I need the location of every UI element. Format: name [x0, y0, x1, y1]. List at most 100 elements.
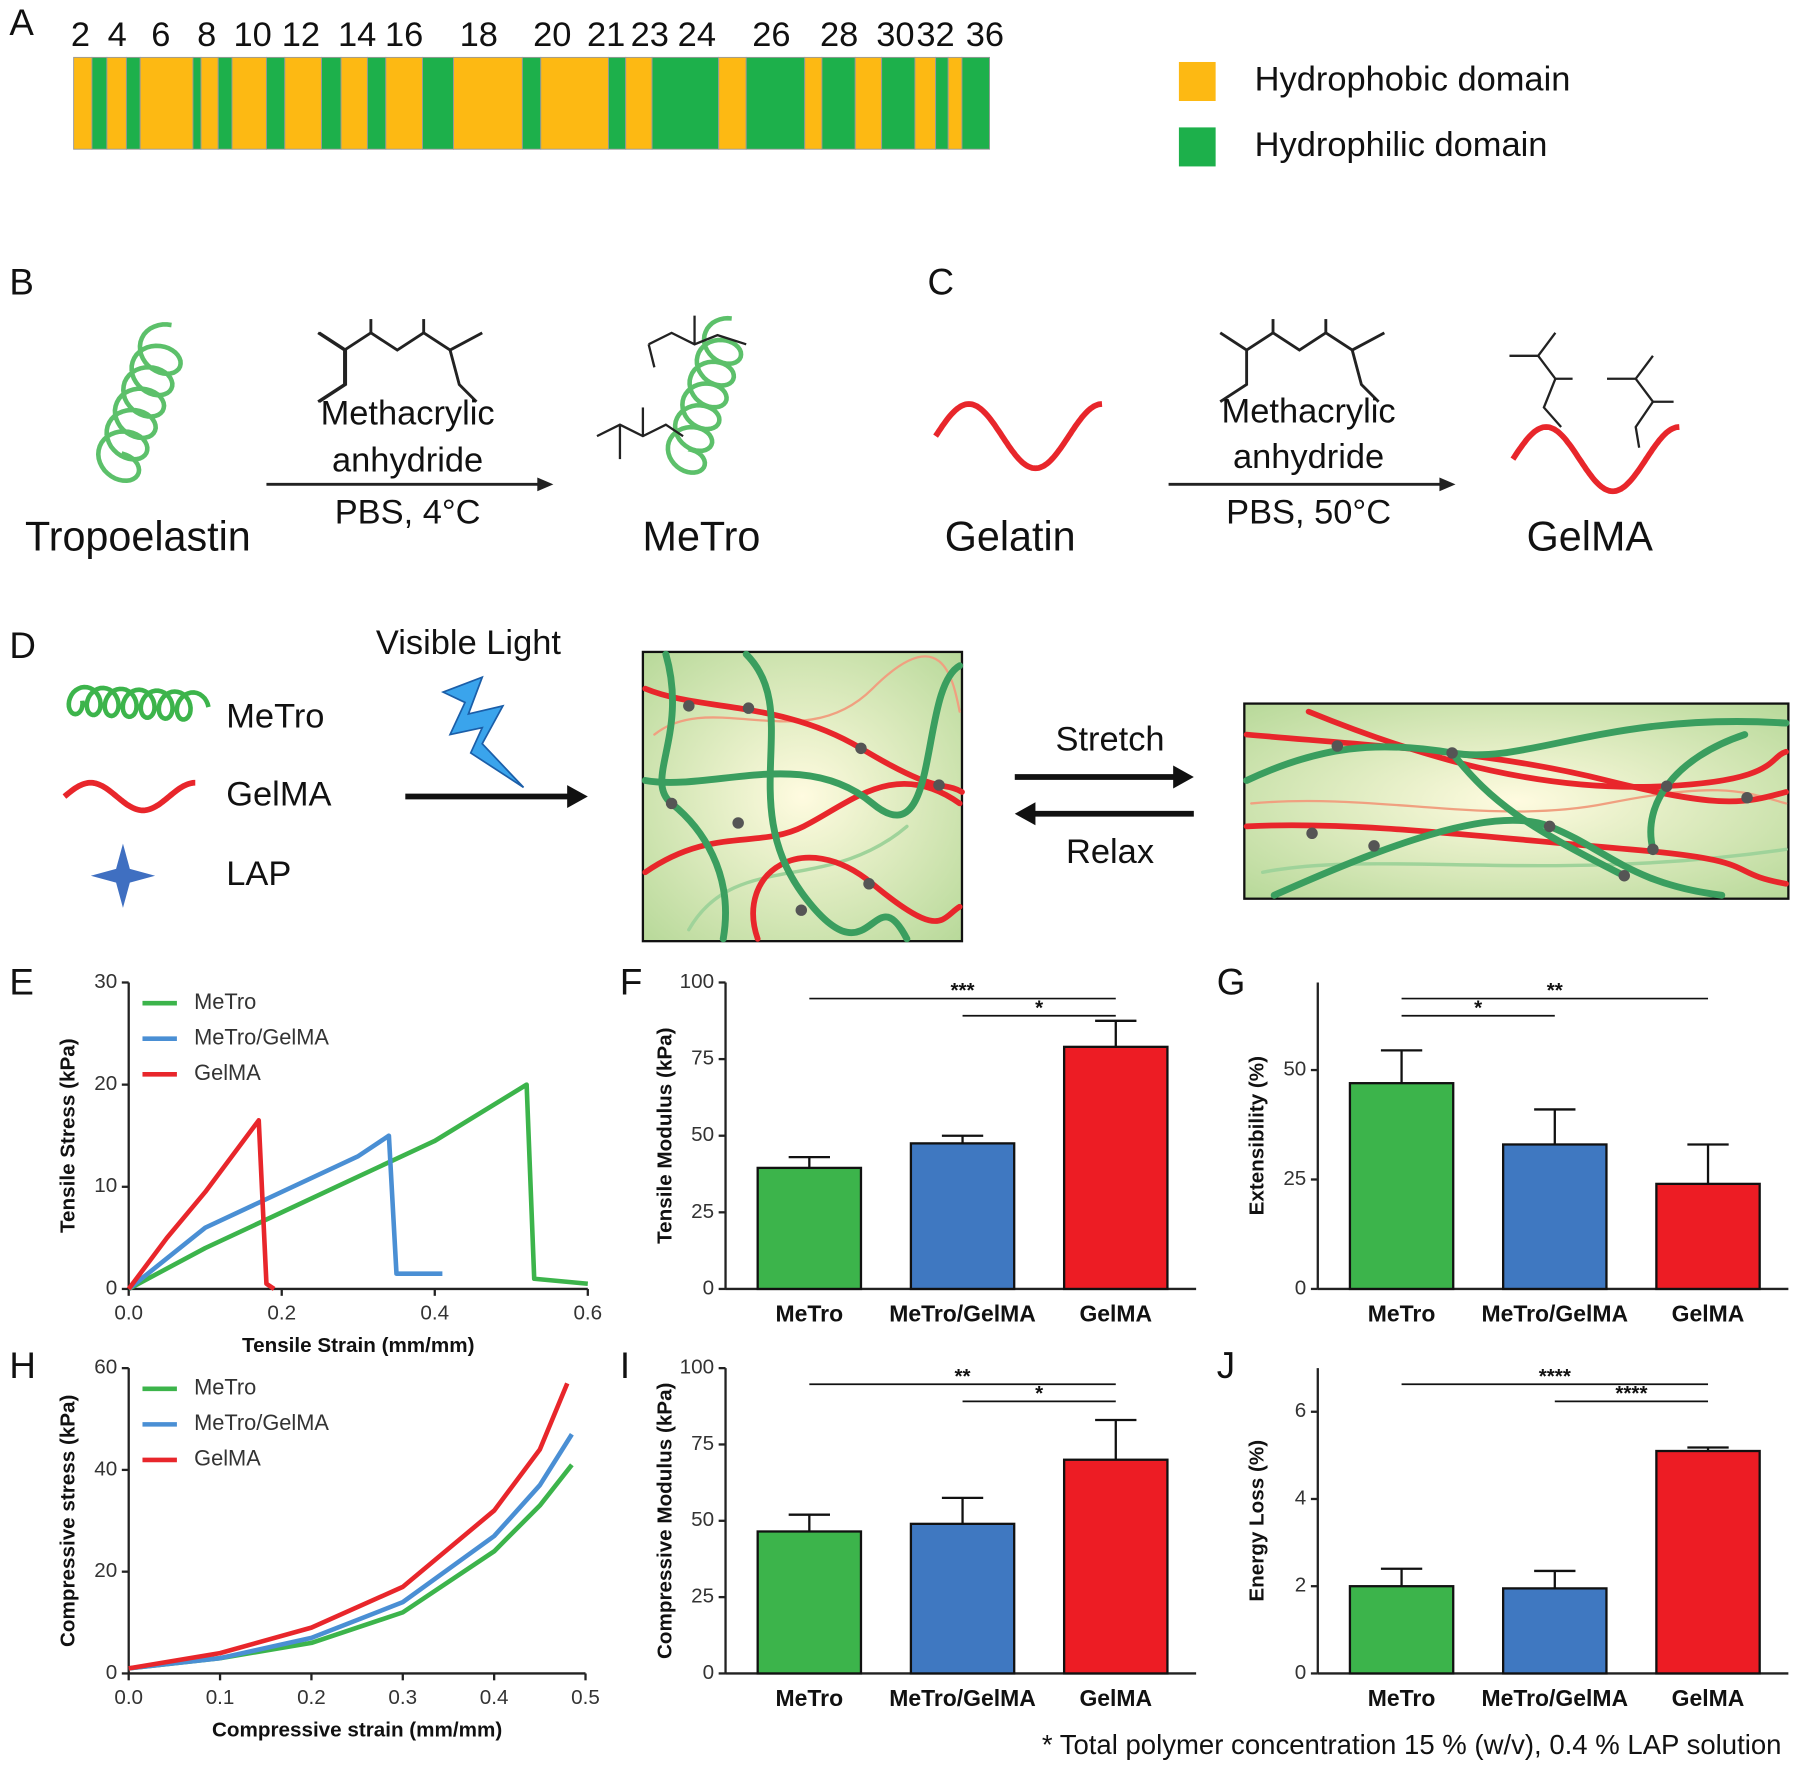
- domain-segment: [422, 56, 454, 150]
- x-tick-label: GelMA: [1079, 1300, 1152, 1326]
- bar: [1502, 1143, 1608, 1291]
- arrowhead: [1439, 477, 1456, 492]
- legend-swatch: [1178, 61, 1216, 102]
- y-axis-label: Tensile Stress (kPa): [56, 1038, 79, 1233]
- bar: [756, 1166, 863, 1291]
- error-bar: [788, 1513, 830, 1532]
- y-axis-label: Compressive Modulus (kPa): [653, 1383, 676, 1659]
- significance-label: ****: [1615, 1382, 1648, 1405]
- bar: [909, 1522, 1016, 1675]
- y-axis-label: Tensile Modulus (kPa): [653, 1028, 676, 1244]
- y-tick-label: 75: [691, 1047, 714, 1070]
- panel-letter: B: [9, 261, 34, 302]
- x-tick-label: 0.1: [206, 1686, 235, 1709]
- tropoelastin-coil: [95, 322, 183, 483]
- y-tick-label: 50: [691, 1123, 714, 1146]
- x-tick-label: GelMA: [1672, 1685, 1745, 1711]
- lap-icon: [90, 843, 156, 908]
- y-axis-label: Compressive stress (kPa): [56, 1395, 79, 1647]
- significance-label: ***: [950, 979, 975, 1002]
- domain-segment: [385, 56, 423, 150]
- product: GelMA: [1527, 513, 1654, 559]
- domain-segment: [540, 56, 609, 150]
- domain-position: 20: [533, 16, 571, 54]
- significance-label: **: [1547, 979, 1564, 1002]
- domain-position: 32: [916, 16, 954, 54]
- molecule: [596, 315, 747, 460]
- arrowhead: [537, 477, 554, 492]
- arrowhead: [1173, 765, 1194, 789]
- component-label: LAP: [226, 855, 291, 893]
- reagent: anhydride: [332, 442, 483, 480]
- x-tick-label: 0.4: [480, 1686, 509, 1709]
- error-bar: [941, 1496, 984, 1524]
- significance-label: ****: [1539, 1365, 1572, 1388]
- domain-segment: [625, 56, 653, 150]
- x-tick-label: 0.0: [114, 1302, 143, 1325]
- legend-label: GelMA: [194, 1446, 261, 1471]
- x-tick-label: GelMA: [1672, 1300, 1745, 1326]
- x-tick-label: 0.2: [297, 1686, 326, 1709]
- x-axis-label: Compressive strain (mm/mm): [212, 1718, 502, 1741]
- y-tick-label: 75: [691, 1432, 714, 1455]
- component-label: MeTro: [226, 698, 324, 736]
- bar: [1348, 1585, 1455, 1675]
- y-tick-label: 0: [703, 1276, 714, 1299]
- legend-label: Hydrophobic domain: [1255, 61, 1571, 99]
- panel-letter: C: [928, 261, 955, 302]
- series-line: [128, 1382, 570, 1671]
- molecule: [317, 319, 483, 403]
- domain-segment: [321, 56, 342, 150]
- domain-segment: [914, 56, 937, 150]
- x-tick-label: MeTro/GelMA: [1482, 1685, 1629, 1711]
- bar: [1502, 1587, 1608, 1675]
- y-tick-label: 100: [680, 1356, 714, 1379]
- domain-segment: [340, 56, 368, 150]
- domain-segment: [947, 56, 963, 150]
- hydrogel-stretched: [1243, 702, 1790, 900]
- y-tick-label: 40: [94, 1457, 117, 1480]
- domain-segment: [961, 56, 990, 150]
- domain-segment: [125, 56, 141, 150]
- legend-label: GelMA: [194, 1060, 261, 1085]
- domain-segment: [935, 56, 949, 150]
- series-line: [126, 1118, 276, 1291]
- error-bar: [1534, 1108, 1576, 1145]
- y-tick-label: 0: [1295, 1661, 1306, 1684]
- reagent: Methacrylic: [321, 395, 495, 433]
- y-tick-label: 20: [94, 1072, 117, 1095]
- molecule: [1219, 319, 1386, 403]
- lightning: [441, 675, 525, 789]
- metro-coil: [665, 315, 744, 475]
- x-tick-label: MeTro: [776, 1300, 844, 1326]
- y-tick-label: 0: [703, 1661, 714, 1684]
- y-axis-label: Energy Loss (%): [1246, 1440, 1269, 1602]
- y-tick-label: 0: [1295, 1276, 1306, 1299]
- legend-label: MeTro: [194, 1375, 256, 1400]
- domain-segment: [192, 56, 202, 150]
- bar: [1655, 1182, 1761, 1291]
- error-bar: [1095, 1019, 1137, 1047]
- x-tick-label: GelMA: [1079, 1685, 1152, 1711]
- conditions: PBS, 4°C: [335, 493, 481, 531]
- domain-segment: [854, 56, 883, 150]
- y-tick-label: 0: [106, 1661, 117, 1684]
- gelma-strand: [1510, 424, 1680, 495]
- x-tick-label: 0.4: [420, 1302, 449, 1325]
- domain-segment: [139, 56, 194, 150]
- bar: [1348, 1082, 1455, 1291]
- significance-label: *: [1035, 1382, 1044, 1405]
- error-bar: [1687, 1446, 1729, 1452]
- light-label: Visible Light: [376, 624, 561, 662]
- legend-label: Hydrophilic domain: [1255, 126, 1548, 164]
- y-tick-label: 25: [691, 1200, 714, 1223]
- x-tick-label: MeTro/GelMA: [889, 1300, 1036, 1326]
- y-tick-label: 60: [94, 1356, 117, 1379]
- domain-segment: [718, 56, 747, 150]
- x-axis-label: Tensile Strain (mm/mm): [242, 1334, 474, 1357]
- domain-position: 28: [820, 16, 858, 54]
- relax-label: Relax: [1066, 833, 1154, 871]
- significance-label: *: [1035, 996, 1044, 1019]
- x-tick-label: 0.0: [114, 1686, 143, 1709]
